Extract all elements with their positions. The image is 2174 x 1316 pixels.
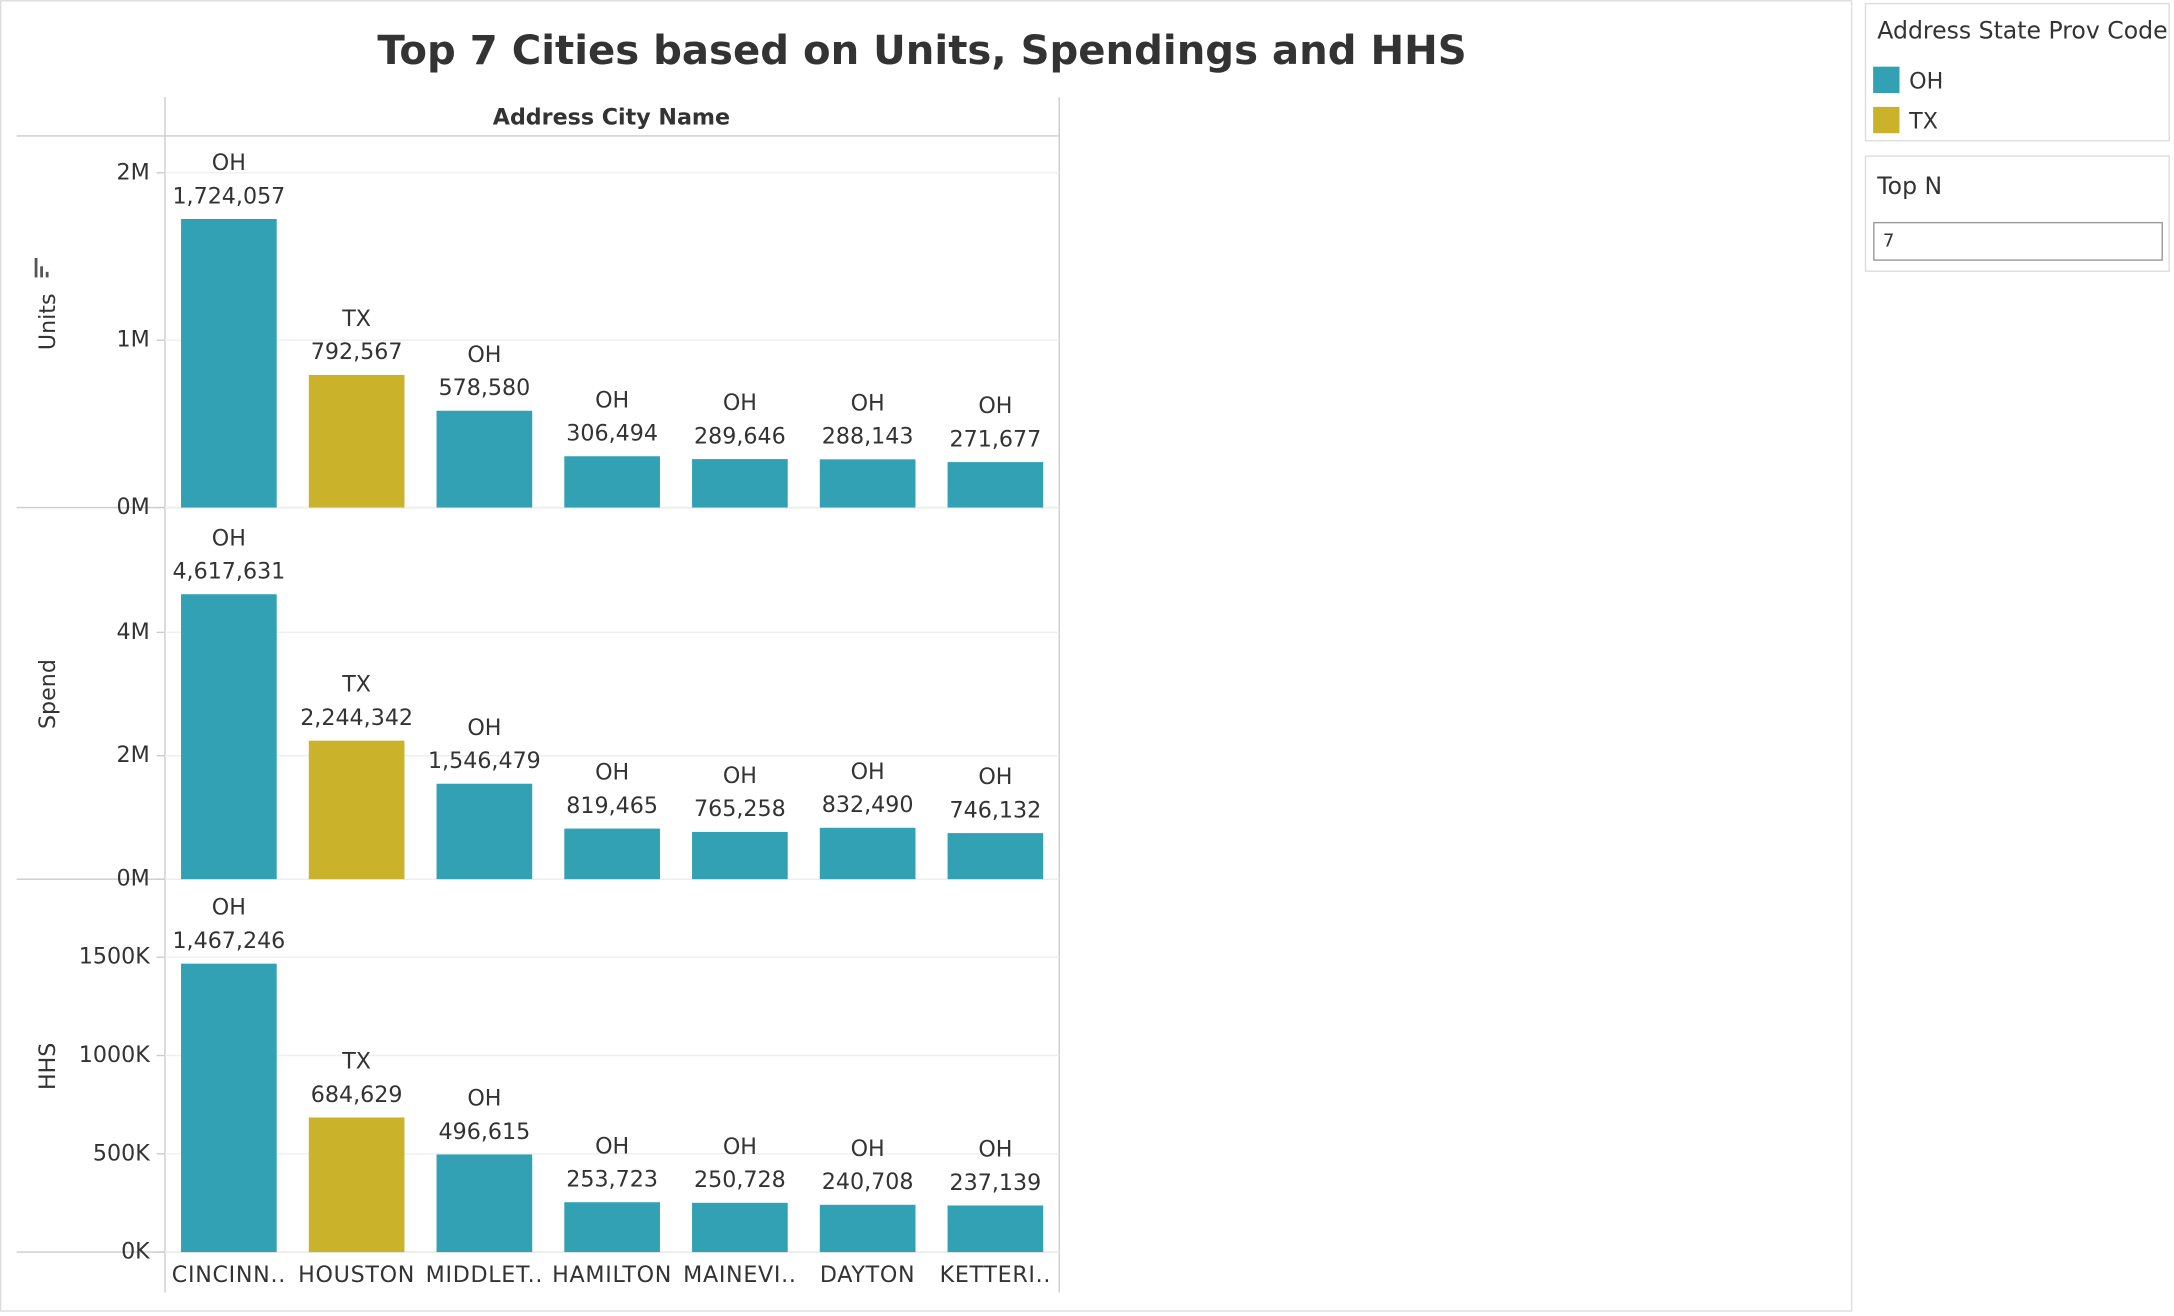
y-tick-label: 1M xyxy=(116,327,149,353)
bar xyxy=(819,459,916,508)
bar-state-label: OH xyxy=(467,1086,501,1112)
bar-value-label: 2,244,342 xyxy=(300,705,413,731)
bar-value-label: 765,258 xyxy=(694,796,786,822)
y-tick-label: 2M xyxy=(116,159,149,185)
filter-value[interactable]: 7 xyxy=(1883,230,1894,251)
bar-value-label: 4,617,631 xyxy=(172,559,285,585)
x-tick-label: CINCINN.. xyxy=(172,1262,286,1288)
bar-state-label: TX xyxy=(341,1049,371,1075)
bar-state-label: OH xyxy=(851,390,885,416)
bar-state-label: TX xyxy=(341,306,371,332)
y-axis-label: HHS xyxy=(35,1043,61,1090)
bar-state-label: OH xyxy=(212,150,246,176)
y-tick-label: 1000K xyxy=(79,1042,150,1068)
bar-value-label: 684,629 xyxy=(311,1082,403,1108)
legend-swatch xyxy=(1873,106,1900,134)
y-axis-label: Spend xyxy=(35,659,61,729)
bar xyxy=(947,1205,1044,1253)
bar-state-label: OH xyxy=(723,1134,757,1160)
bar-value-label: 288,143 xyxy=(822,424,914,450)
x-tick-label: KETTERI.. xyxy=(940,1262,1052,1288)
bar-value-label: 1,467,246 xyxy=(172,928,285,954)
y-tick-label: 0M xyxy=(116,494,149,520)
bar xyxy=(692,831,788,880)
bar xyxy=(947,833,1044,880)
bar-value-label: 1,724,057 xyxy=(172,183,285,209)
bar xyxy=(564,828,660,880)
bar-state-label: OH xyxy=(978,1137,1012,1163)
bar-value-label: 271,677 xyxy=(950,426,1042,452)
bar-value-label: 819,465 xyxy=(566,793,658,819)
bar-value-label: 746,132 xyxy=(950,797,1042,823)
filter-input[interactable] xyxy=(1873,221,2163,261)
bar-value-label: 253,723 xyxy=(566,1167,658,1193)
bar-value-label: 306,494 xyxy=(566,421,658,447)
bar-value-label: 240,708 xyxy=(822,1169,914,1195)
bar-state-label: TX xyxy=(341,672,371,698)
view-frame xyxy=(0,0,1853,1312)
bar-value-label: 792,567 xyxy=(311,339,403,365)
bar-value-label: 289,646 xyxy=(694,423,786,449)
bar xyxy=(308,374,405,508)
bar xyxy=(692,1202,788,1253)
bar xyxy=(819,1204,916,1253)
filter-label: Top N xyxy=(1876,172,1942,200)
legend-title: Address State Prov Code xyxy=(1877,17,2167,45)
bar xyxy=(308,740,405,880)
bar-value-label: 237,139 xyxy=(950,1170,1042,1196)
bar xyxy=(947,462,1044,508)
bar-state-label: OH xyxy=(978,764,1012,790)
y-tick-label: 2M xyxy=(116,742,149,768)
bar-state-label: OH xyxy=(595,760,629,786)
legend-swatch xyxy=(1873,66,1900,94)
bar-state-label: OH xyxy=(595,387,629,413)
y-tick-label: 0M xyxy=(116,866,149,892)
bar xyxy=(692,459,788,508)
x-tick-label: HAMILTON xyxy=(552,1262,672,1288)
sort-icon[interactable] xyxy=(34,258,49,278)
bar xyxy=(564,1202,660,1253)
bar-value-label: 578,580 xyxy=(439,375,531,401)
y-tick-label: 500K xyxy=(93,1140,150,1166)
bar-state-label: OH xyxy=(467,715,501,741)
bar-value-label: 1,546,479 xyxy=(428,748,541,774)
bar-state-label: OH xyxy=(467,342,501,368)
y-tick-label: 4M xyxy=(116,619,149,645)
bar xyxy=(436,1154,533,1253)
legend-box xyxy=(1864,2,2170,142)
bar-value-label: 250,728 xyxy=(694,1167,786,1193)
legend-label: OH xyxy=(1909,68,1943,94)
bar xyxy=(181,963,277,1253)
x-tick-label: MIDDLET.. xyxy=(426,1262,543,1288)
bar xyxy=(181,594,277,880)
x-tick-label: HOUSTON xyxy=(298,1262,415,1288)
bar xyxy=(181,218,277,508)
bar-state-label: OH xyxy=(851,1136,885,1162)
bar xyxy=(436,410,533,508)
bar-state-label: OH xyxy=(212,895,246,921)
bar-state-label: OH xyxy=(851,759,885,785)
y-tick-label: 1500K xyxy=(79,944,150,970)
x-header: Address City Name xyxy=(493,104,730,130)
legend-label: TX xyxy=(1908,109,1938,135)
bar-value-label: 832,490 xyxy=(822,792,914,818)
y-tick-label: 0K xyxy=(121,1239,150,1265)
x-tick-label: MAINEVI.. xyxy=(683,1262,796,1288)
bar-state-label: OH xyxy=(212,525,246,551)
bar xyxy=(819,827,916,880)
bar-state-label: OH xyxy=(595,1133,629,1159)
bar-state-label: OH xyxy=(723,763,757,789)
bar-state-label: OH xyxy=(723,390,757,416)
bar-value-label: 496,615 xyxy=(439,1119,531,1145)
bar xyxy=(564,456,660,508)
bar-state-label: OH xyxy=(978,393,1012,419)
y-axis-label: Units xyxy=(35,293,61,350)
chart-title: Top 7 Cities based on Units, Spendings a… xyxy=(377,28,1466,74)
x-tick-label: DAYTON xyxy=(820,1262,915,1288)
bar xyxy=(436,783,533,880)
bar xyxy=(308,1117,405,1253)
